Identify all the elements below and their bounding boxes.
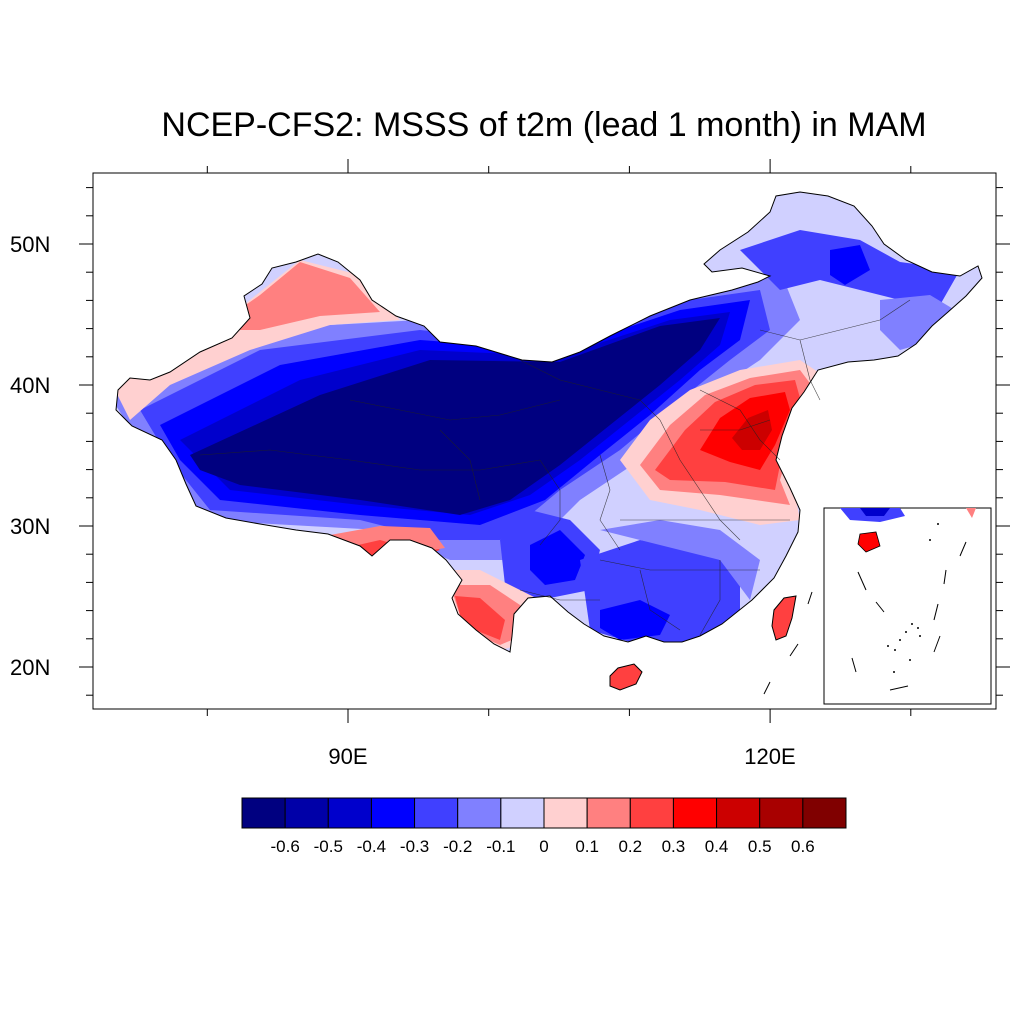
colorbar-box <box>500 797 545 829</box>
region-xinjiang-pink <box>210 262 380 330</box>
lat-label-30n: 30N <box>10 514 50 539</box>
region-northeast-deep-blue <box>830 245 870 285</box>
colorbar-label: -0.6 <box>270 837 299 856</box>
colorbar-box <box>629 797 674 829</box>
taiwan-border <box>771 595 797 641</box>
lat-label-20n: 20N <box>10 655 50 680</box>
colorbar-box <box>716 797 761 829</box>
colorbar <box>241 797 847 829</box>
south-china-sea-inset <box>823 507 992 705</box>
region-yunnan-red <box>455 596 505 640</box>
lat-label-50n: 50N <box>10 232 50 257</box>
region-south-deep-blue <box>600 600 670 640</box>
colorbar-box <box>802 797 847 829</box>
colorbar-box <box>370 797 416 829</box>
colorbar-label: 0.2 <box>618 837 642 856</box>
hainan-border <box>609 663 643 691</box>
colorbar-box <box>241 797 286 829</box>
colorbar-label: 0.6 <box>791 837 815 856</box>
lon-label-120e: 120E <box>744 744 795 769</box>
colorbar-box <box>414 797 459 829</box>
region-plateau-darkest <box>190 318 720 515</box>
colorbar-box <box>327 797 372 829</box>
region-southeast-mid-blue <box>600 520 760 600</box>
colorbar-labels: -0.6 -0.5 -0.4 -0.3 -0.2 -0.1 0 0.1 0.2 0.3 0.4 0.5… <box>270 837 814 856</box>
region-ncp-dark-red <box>732 410 772 450</box>
province-lines <box>199 299 911 636</box>
lon-ticks <box>206 159 912 723</box>
colorbar-label: 0.5 <box>748 837 772 856</box>
colorbar-label: 0 <box>539 837 548 856</box>
colorbar-label: -0.4 <box>357 837 386 856</box>
colorbar-label: -0.1 <box>486 837 515 856</box>
colorbar-label: -0.2 <box>443 837 472 856</box>
lon-label-90e: 90E <box>328 744 367 769</box>
colorbar-label: 0.4 <box>705 837 729 856</box>
colorbar-box <box>457 797 502 829</box>
colorbar-label: -0.5 <box>314 837 343 856</box>
colorbar-label: -0.3 <box>400 837 429 856</box>
nine-dash-hint <box>763 591 813 695</box>
colorbar-box <box>543 797 588 829</box>
colorbar-box <box>759 797 804 829</box>
region-sichuan-deep-blue <box>530 530 585 585</box>
lat-label-40n: 40N <box>10 373 50 398</box>
chart-title: NCEP-CFS2: MSSS of t2m (lead 1 month) in… <box>161 106 927 144</box>
colorbar-box <box>672 797 718 829</box>
colorbar-label: 0.1 <box>575 837 599 856</box>
colorbar-label: 0.3 <box>662 837 686 856</box>
lat-ticks <box>79 187 1010 696</box>
colorbar-box <box>284 797 329 829</box>
colorbar-box <box>586 797 631 829</box>
